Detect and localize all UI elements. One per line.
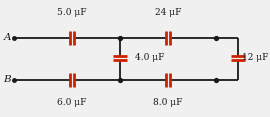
Text: 24 μF: 24 μF xyxy=(155,8,181,17)
Text: 8.0 μF: 8.0 μF xyxy=(153,98,183,107)
Text: 6.0 μF: 6.0 μF xyxy=(57,98,87,107)
Text: B: B xyxy=(3,75,11,84)
Text: 5.0 μF: 5.0 μF xyxy=(57,8,87,17)
Text: 12 μF: 12 μF xyxy=(242,53,268,62)
Text: 4.0 μF: 4.0 μF xyxy=(135,53,164,62)
Text: A: A xyxy=(4,33,11,42)
